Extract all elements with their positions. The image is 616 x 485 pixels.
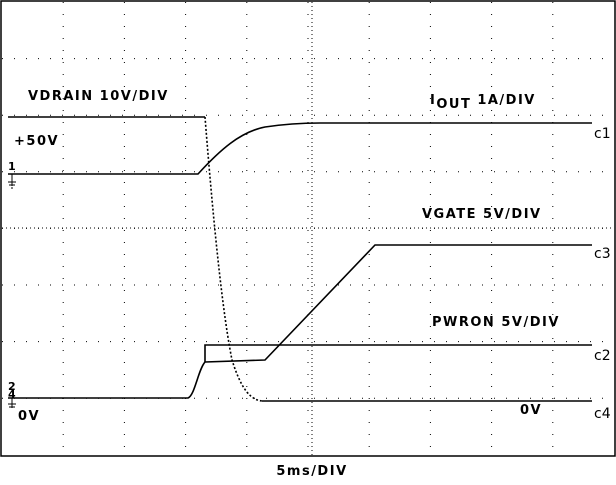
channel-tag: c2 <box>594 348 611 364</box>
iout-prefix: I <box>430 93 436 108</box>
pwron-trace <box>204 344 592 362</box>
vdrain-level: +50V <box>14 134 59 149</box>
ground-symbol <box>8 398 16 408</box>
vdrain-label: VDRAIN 10V/DIV <box>28 89 169 104</box>
ground-marker: 4 <box>8 388 16 401</box>
vgate-trace <box>8 244 592 399</box>
vgate-label: VGATE 5V/DIV <box>422 207 542 222</box>
timebase: 5ms/DIV <box>276 464 347 479</box>
iout-label: IOUT 1A/DIV <box>430 93 536 112</box>
pwron-label: PWRON 5V/DIV <box>432 315 560 330</box>
ground-marker: 1 <box>8 160 16 173</box>
ground-marker: 2 <box>8 380 16 393</box>
iout-trace <box>8 122 592 175</box>
vdrain-fall <box>204 116 263 402</box>
ground-symbol <box>8 174 16 189</box>
channel-tag: c3 <box>594 246 611 262</box>
zero-right: 0V <box>520 403 542 418</box>
screen-border <box>0 0 616 457</box>
iout-scale: 1A/DIV <box>477 93 536 108</box>
channel-tag: c1 <box>594 126 611 142</box>
zero-left: 0V <box>18 409 40 424</box>
iout-sub: OUT <box>436 97 471 112</box>
channel-tag: c4 <box>594 406 611 422</box>
